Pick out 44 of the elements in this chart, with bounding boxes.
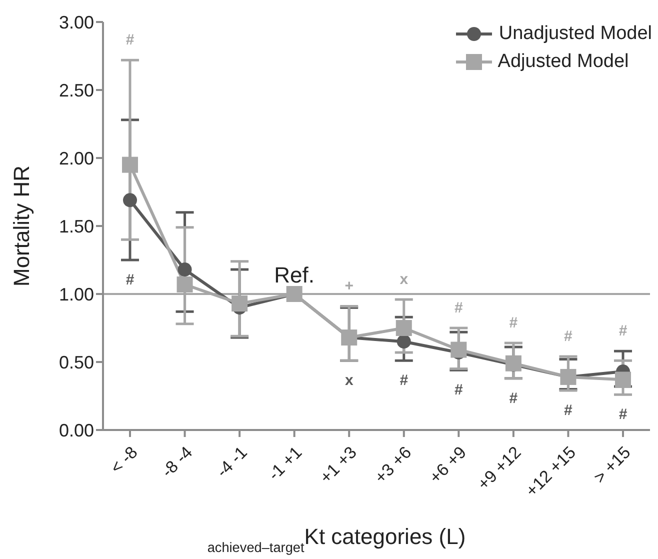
y-tick-label: 1.00 <box>58 284 94 304</box>
point <box>396 334 411 349</box>
annotation: # <box>126 32 135 49</box>
annotation: # <box>618 406 628 424</box>
annotation: # <box>400 372 409 390</box>
y-tick-label: 1.50 <box>58 216 94 236</box>
y-tick-label: 0.50 <box>58 352 94 372</box>
legend-label: Adjusted Model <box>496 50 630 74</box>
y-tick-label: 0.00 <box>58 420 94 440</box>
y-tick-label: 2.00 <box>58 148 94 168</box>
x-tick-label: +6 +9 <box>426 442 470 488</box>
point <box>232 296 248 312</box>
x-tick-label: > +15 <box>590 442 634 488</box>
legend-label: Unadjusted Model <box>498 22 652 46</box>
point <box>176 276 193 292</box>
y-axis-title: Mortality HR <box>8 165 34 287</box>
annotation: x <box>400 270 409 288</box>
x-tick-label: +1 +3 <box>316 442 360 488</box>
annotation: # <box>454 300 464 316</box>
x-tick-label: -4 -1 <box>212 442 251 482</box>
y-tick-label: 2.50 <box>58 80 94 100</box>
point <box>615 372 631 388</box>
x-tick-label: -1 +1 <box>264 442 306 484</box>
annotation: # <box>454 382 464 399</box>
x-axis-title: $_{achieved–target}$Kt categories (L) <box>207 524 466 554</box>
annotation: + <box>344 278 354 295</box>
point <box>122 156 138 173</box>
annotation: Ref. <box>274 262 315 288</box>
y-tick-label: 3.00 <box>58 12 94 32</box>
annotation: x <box>344 372 354 390</box>
annotation: # <box>564 328 574 346</box>
x-tick-label: -8 -4 <box>158 442 196 482</box>
x-tick-label: +3 +6 <box>371 442 416 488</box>
annotation: # <box>509 314 518 332</box>
annotation: # <box>564 402 574 420</box>
x-tick-label: < -8 <box>106 442 142 478</box>
annotation: # <box>126 272 135 288</box>
point <box>123 193 137 208</box>
annotation: # <box>509 390 518 407</box>
point <box>450 342 467 358</box>
annotation: # <box>618 322 628 340</box>
point <box>396 320 412 336</box>
point <box>505 355 522 372</box>
point <box>178 262 192 277</box>
